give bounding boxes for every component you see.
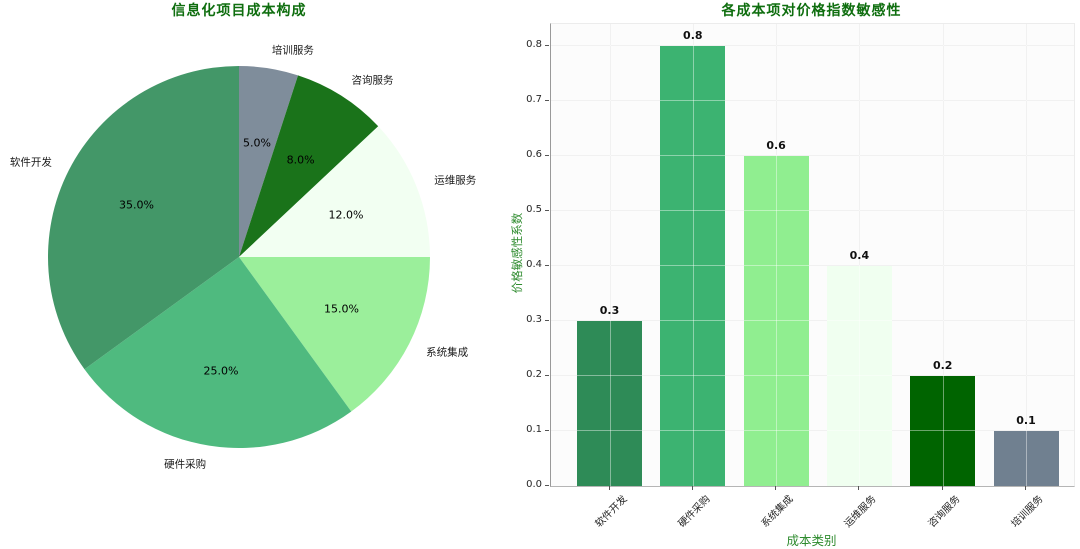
pie-slice [239, 75, 379, 257]
h-gridline [551, 265, 1074, 266]
x-tick-mark [941, 486, 943, 490]
bar-value-label: 0.4 [849, 249, 870, 262]
h-gridline [551, 320, 1074, 321]
x-tick-label: 软件开发 [593, 493, 630, 530]
bar-chart-title: 各成本项对价格指数敏感性 [721, 3, 902, 19]
x-tick-mark [1025, 486, 1026, 490]
v-gridline [692, 24, 694, 486]
bar-培训服务 [993, 431, 1059, 486]
x-tick-label: 运维服务 [842, 493, 879, 530]
v-gridline [942, 24, 944, 486]
bar-硬件采购 [660, 46, 726, 486]
h-gridline [551, 100, 1074, 101]
pie-slice [84, 257, 352, 448]
y-tick-mark [545, 265, 549, 266]
pie-slice-pct-label: 35.0% [119, 198, 155, 212]
x-tick-label: 系统集成 [759, 493, 796, 530]
bar-value-label: 0.2 [932, 359, 953, 372]
x-tick-mark [691, 486, 693, 490]
y-tick-mark [545, 430, 549, 431]
h-gridline [551, 430, 1074, 431]
v-gridline [859, 24, 861, 486]
y-tick-label: 0.8 [526, 39, 542, 50]
bar-软件开发 [577, 321, 642, 486]
h-gridline [551, 430, 1074, 431]
bar-咨询服务 [910, 376, 976, 486]
y-tick-label: 0.7 [526, 94, 542, 105]
v-gridline [942, 24, 944, 486]
v-gridline [609, 24, 611, 486]
h-gridline [551, 320, 1074, 321]
pie-slice-label: 运维服务 [434, 174, 477, 187]
pie-slice-label: 软件开发 [9, 156, 52, 169]
pie-slice [48, 66, 239, 370]
y-tick-label: 0.3 [526, 314, 542, 325]
h-gridline [551, 210, 1074, 211]
y-tick-label: 0.6 [526, 149, 542, 160]
x-tick-label: 硬件采购 [676, 493, 713, 530]
h-gridline [551, 45, 1074, 46]
pie-slice-label: 系统集成 [426, 346, 469, 359]
y-tick-label: 0.4 [526, 259, 542, 270]
pie-slice [239, 257, 430, 412]
y-tick-mark [545, 100, 549, 101]
v-gridline [859, 24, 861, 486]
h-gridline [551, 375, 1074, 376]
y-tick-mark [545, 210, 549, 211]
x-axis-label: 成本类别 [786, 533, 837, 548]
h-gridline [551, 45, 1074, 46]
bar-value-label: 0.8 [683, 29, 703, 42]
y-tick-mark [545, 155, 549, 156]
y-axis-label: 价格敏感性系数 [510, 212, 524, 294]
bar-运维服务 [826, 266, 892, 486]
x-tick-label: 咨询服务 [926, 493, 963, 530]
h-gridline [551, 155, 1074, 156]
x-tick-mark [608, 486, 610, 490]
h-gridline [551, 375, 1074, 376]
y-tick-mark [545, 375, 549, 376]
pie-slice-pct-label: 5.0% [243, 136, 271, 150]
y-tick-mark [545, 320, 549, 321]
bar-value-label: 0.6 [766, 139, 786, 152]
h-gridline [551, 155, 1074, 156]
y-tick-label: 0.2 [526, 369, 542, 380]
bar-系统集成 [743, 156, 809, 486]
v-gridline [1026, 24, 1027, 486]
pie-slice-label: 硬件采购 [164, 458, 207, 471]
pie-slice-pct-label: 15.0% [323, 302, 359, 316]
v-gridline [609, 24, 611, 486]
y-tick-mark [545, 45, 549, 46]
v-gridline [1026, 24, 1027, 486]
h-gridline [551, 265, 1074, 266]
pie-slice [239, 126, 430, 257]
x-tick-mark [775, 486, 777, 490]
h-gridline [551, 210, 1074, 211]
h-gridline [551, 100, 1074, 101]
x-tick-mark [858, 486, 860, 490]
bar-value-label: 0.1 [1016, 414, 1036, 427]
v-gridline [776, 24, 778, 486]
pie-slice-label: 培训服务 [271, 44, 314, 57]
y-tick-label: 0.5 [526, 204, 542, 215]
bar-value-label: 0.3 [599, 304, 620, 317]
pie-chart [48, 66, 430, 448]
pie-chart-title: 信息化项目成本构成 [171, 3, 307, 19]
pie-slice-pct-label: 25.0% [203, 364, 239, 378]
y-tick-label: 0.1 [526, 424, 542, 435]
x-tick-label: 培训服务 [1009, 493, 1046, 530]
y-tick-label: 0.0 [526, 479, 542, 490]
y-tick-mark [545, 485, 549, 486]
bar-plot-area: 0.3 0.8 0.6 0.4 0.2 0.1 [550, 23, 1075, 487]
pie-slice-label: 咨询服务 [351, 74, 394, 87]
pie-slice-pct-label: 12.0% [328, 208, 364, 222]
pie-slice [239, 66, 299, 257]
pie-slice-pct-label: 8.0% [286, 153, 315, 167]
